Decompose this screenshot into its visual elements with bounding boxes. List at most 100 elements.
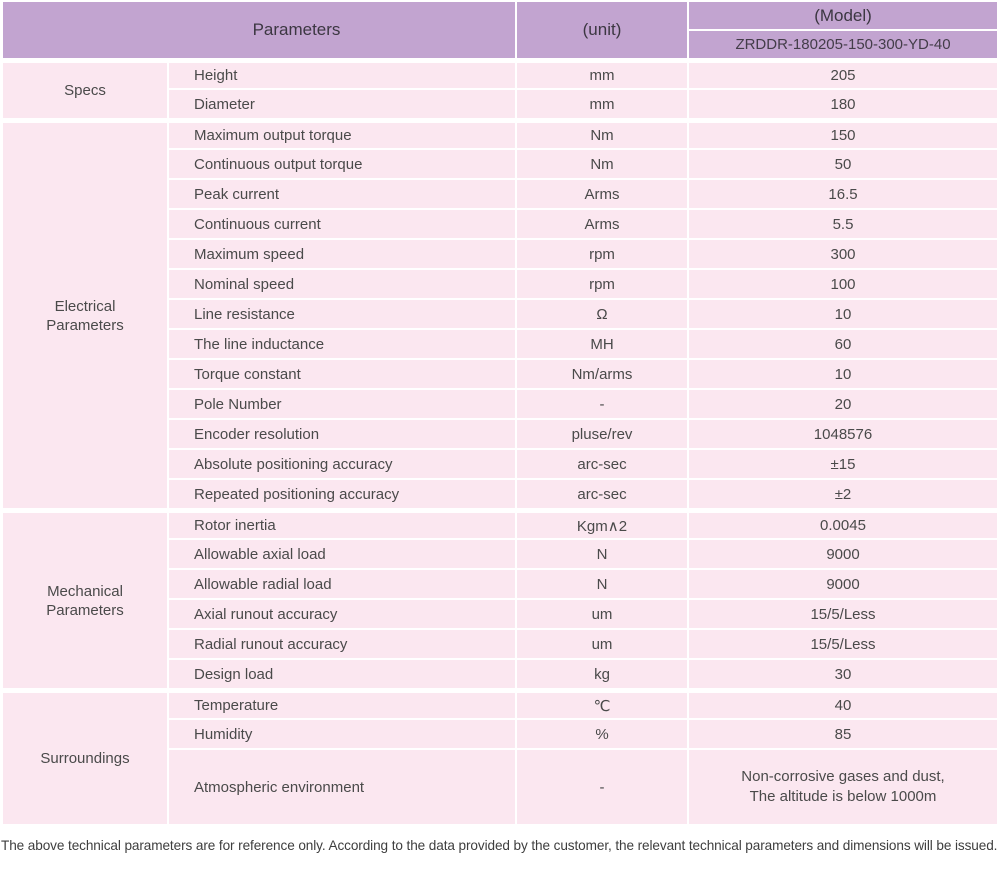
section-label-specs: Specs bbox=[3, 60, 167, 118]
param-name: Allowable radial load bbox=[169, 570, 515, 598]
table-row: Design load kg 30 bbox=[3, 660, 997, 688]
param-value: 9000 bbox=[689, 540, 997, 568]
param-unit: N bbox=[517, 540, 687, 568]
param-name: Maximum speed bbox=[169, 240, 515, 268]
param-name: Radial runout accuracy bbox=[169, 630, 515, 658]
param-unit: MH bbox=[517, 330, 687, 358]
table-header-row-model: ZRDDR-180205-150-300-YD-40 bbox=[3, 31, 997, 58]
param-value: 60 bbox=[689, 330, 997, 358]
param-unit: Arms bbox=[517, 210, 687, 238]
param-value: 10 bbox=[689, 300, 997, 328]
table-row: Diameter mm 180 bbox=[3, 90, 997, 118]
param-name: Continuous output torque bbox=[169, 150, 515, 178]
table-row: The line inductance MH 60 bbox=[3, 330, 997, 358]
param-name: Atmospheric environment bbox=[169, 750, 515, 824]
table-row: Mechanical Parameters Rotor inertia Kgm∧… bbox=[3, 510, 997, 688]
param-value: 16.5 bbox=[689, 180, 997, 208]
table-row: Atmospheric environment - Non-corrosive … bbox=[3, 750, 997, 824]
table-row: Pole Number - 20 bbox=[3, 390, 997, 418]
table-row: Surroundings Temperature ℃ 40 bbox=[3, 690, 997, 824]
param-name: Continuous current bbox=[169, 210, 515, 238]
param-unit: um bbox=[517, 630, 687, 658]
param-unit: % bbox=[517, 720, 687, 748]
param-name: Diameter bbox=[169, 90, 515, 118]
param-value: 1048576 bbox=[689, 420, 997, 448]
param-name: Nominal speed bbox=[169, 270, 515, 298]
param-value: 205 bbox=[689, 60, 997, 88]
param-value: 85 bbox=[689, 720, 997, 748]
table-row: Continuous output torque Nm 50 bbox=[3, 150, 997, 178]
table-row: Electrical Parameters Maximum output tor… bbox=[3, 120, 997, 508]
param-unit: pluse/rev bbox=[517, 420, 687, 448]
param-value: 15/5/Less bbox=[689, 600, 997, 628]
param-value: 5.5 bbox=[689, 210, 997, 238]
param-name: Line resistance bbox=[169, 300, 515, 328]
param-value: Non-corrosive gases and dust, The altitu… bbox=[689, 750, 997, 824]
table-row: Absolute positioning accuracy arc-sec ±1… bbox=[3, 450, 997, 478]
param-name: Rotor inertia bbox=[169, 510, 515, 538]
param-unit: Nm bbox=[517, 120, 687, 148]
table-row: Maximum speed rpm 300 bbox=[3, 240, 997, 268]
param-value: ±2 bbox=[689, 480, 997, 508]
param-unit: Kgm∧2 bbox=[517, 510, 687, 538]
table-row: Encoder resolution pluse/rev 1048576 bbox=[3, 420, 997, 448]
param-unit: arc-sec bbox=[517, 480, 687, 508]
param-unit: Nm bbox=[517, 150, 687, 178]
param-value: 100 bbox=[689, 270, 997, 298]
table-row: Repeated positioning accuracy arc-sec ±2 bbox=[3, 480, 997, 508]
param-name: Allowable axial load bbox=[169, 540, 515, 568]
param-unit: Nm/arms bbox=[517, 360, 687, 388]
param-value: 10 bbox=[689, 360, 997, 388]
table-row: Allowable radial load N 9000 bbox=[3, 570, 997, 598]
param-value: 15/5/Less bbox=[689, 630, 997, 658]
parameters-table: Parameters (unit) (Model) ZRDDR-180205-1… bbox=[1, 0, 999, 826]
param-value: 30 bbox=[689, 660, 997, 688]
param-value: 20 bbox=[689, 390, 997, 418]
table-row: Continuous current Arms 5.5 bbox=[3, 210, 997, 238]
param-unit: mm bbox=[517, 90, 687, 118]
param-unit: N bbox=[517, 570, 687, 598]
table-row: Radial runout accuracy um 15/5/Less bbox=[3, 630, 997, 658]
param-unit: rpm bbox=[517, 270, 687, 298]
param-name: Axial runout accuracy bbox=[169, 600, 515, 628]
section-label-surroundings: Surroundings bbox=[3, 690, 167, 824]
param-unit: Arms bbox=[517, 180, 687, 208]
param-name: Absolute positioning accuracy bbox=[169, 450, 515, 478]
param-name: Maximum output torque bbox=[169, 120, 515, 148]
header-unit: (unit) bbox=[517, 2, 687, 58]
param-unit: mm bbox=[517, 60, 687, 88]
param-value: 40 bbox=[689, 690, 997, 718]
param-unit: rpm bbox=[517, 240, 687, 268]
param-unit: ℃ bbox=[517, 690, 687, 718]
table-row: Torque constant Nm/arms 10 bbox=[3, 360, 997, 388]
table-row: Peak current Arms 16.5 bbox=[3, 180, 997, 208]
param-unit: Ω bbox=[517, 300, 687, 328]
param-name: Humidity bbox=[169, 720, 515, 748]
param-name: Height bbox=[169, 60, 515, 88]
param-name: Peak current bbox=[169, 180, 515, 208]
section-label-electrical: Electrical Parameters bbox=[3, 120, 167, 508]
param-name: Encoder resolution bbox=[169, 420, 515, 448]
header-model: (Model) bbox=[689, 2, 997, 29]
param-name: The line inductance bbox=[169, 330, 515, 358]
table-header-row: Parameters (unit) (Model) bbox=[3, 2, 997, 58]
param-value: 180 bbox=[689, 90, 997, 118]
param-value: 150 bbox=[689, 120, 997, 148]
table-row: Line resistance Ω 10 bbox=[3, 300, 997, 328]
section-label-mechanical: Mechanical Parameters bbox=[3, 510, 167, 688]
param-name: Pole Number bbox=[169, 390, 515, 418]
param-name: Torque constant bbox=[169, 360, 515, 388]
param-name: Temperature bbox=[169, 690, 515, 718]
param-value: ±15 bbox=[689, 450, 997, 478]
param-unit: - bbox=[517, 750, 687, 824]
table-row: Axial runout accuracy um 15/5/Less bbox=[3, 600, 997, 628]
table-row: Allowable axial load N 9000 bbox=[3, 540, 997, 568]
param-unit: kg bbox=[517, 660, 687, 688]
header-parameters: Parameters bbox=[3, 2, 515, 58]
param-name: Design load bbox=[169, 660, 515, 688]
param-name: Repeated positioning accuracy bbox=[169, 480, 515, 508]
param-unit: - bbox=[517, 390, 687, 418]
table-row: Specs Height mm 205 bbox=[3, 60, 997, 118]
param-unit: arc-sec bbox=[517, 450, 687, 478]
